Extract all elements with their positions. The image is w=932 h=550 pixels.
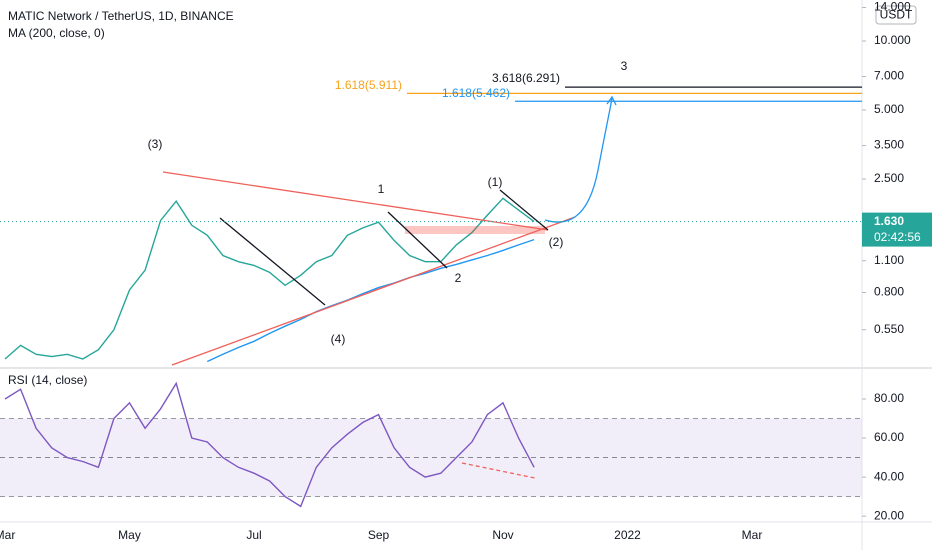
wave-label: 3	[621, 59, 628, 73]
trendline	[387, 211, 448, 269]
y-tick-label: 0.550	[874, 322, 904, 336]
y-tick-label: 1.100	[874, 253, 904, 267]
x-tick-label: 2022	[614, 528, 641, 542]
price-label: 1.630	[874, 214, 904, 228]
wave-label: (4)	[331, 332, 346, 346]
indicator-label: MA (200, close, 0)	[8, 26, 105, 40]
y-tick-label: 3.500	[874, 138, 904, 152]
symbol-title: MATIC Network / TetherUS, 1D, BINANCE	[8, 9, 234, 23]
trendline	[162, 171, 549, 231]
y-tick-label: 0.800	[874, 285, 904, 299]
price-pane	[4, 197, 535, 363]
y-tick-label: 10.000	[874, 33, 911, 47]
y-tick-label: 60.00	[874, 430, 904, 444]
x-tick-label: Sep	[368, 528, 390, 542]
x-tick-label: Nov	[492, 528, 513, 542]
fib-label: 1.618(5.462)	[442, 86, 510, 100]
trendline	[219, 217, 326, 306]
currency: USDT	[880, 8, 913, 22]
wave-label: 1	[378, 182, 385, 196]
y-tick-label: 40.00	[874, 469, 904, 483]
series-line	[4, 381, 535, 508]
wave-label: (3)	[148, 137, 163, 151]
currency-badge[interactable]	[875, 5, 917, 25]
x-tick-label: Mar	[742, 528, 763, 542]
y-tick-label: 20.00	[874, 508, 904, 522]
divergence-line	[461, 462, 536, 479]
wave-label: 2	[455, 271, 462, 285]
y-tick-label: 5.000	[874, 102, 904, 116]
trendline	[499, 189, 549, 231]
drawings	[162, 95, 617, 479]
wave-label: (2)	[549, 235, 564, 249]
zone	[405, 226, 545, 234]
rsi-title: RSI (14, close)	[8, 373, 87, 387]
y-tick-label: 7.000	[874, 69, 904, 83]
countdown: 02:42:56	[874, 230, 921, 244]
series-line	[207, 238, 535, 363]
x-tick-label: Mar	[0, 528, 15, 542]
x-tick-label: May	[118, 528, 141, 542]
y-tick-label: 14.000	[874, 0, 911, 14]
fib-label: 3.618(6.291)	[492, 71, 560, 85]
y-tick-label: 2.500	[874, 171, 904, 185]
trendline	[171, 216, 576, 366]
y-tick-label: 80.00	[874, 391, 904, 405]
price-badge	[862, 212, 932, 247]
rsi-pane	[0, 381, 862, 508]
projection	[544, 97, 613, 223]
series-line	[4, 197, 535, 360]
fib-label: 1.618(5.911)	[335, 78, 402, 92]
x-tick-label: Jul	[246, 528, 261, 542]
wave-label: (1)	[488, 175, 503, 189]
rsi-band	[0, 418, 862, 497]
